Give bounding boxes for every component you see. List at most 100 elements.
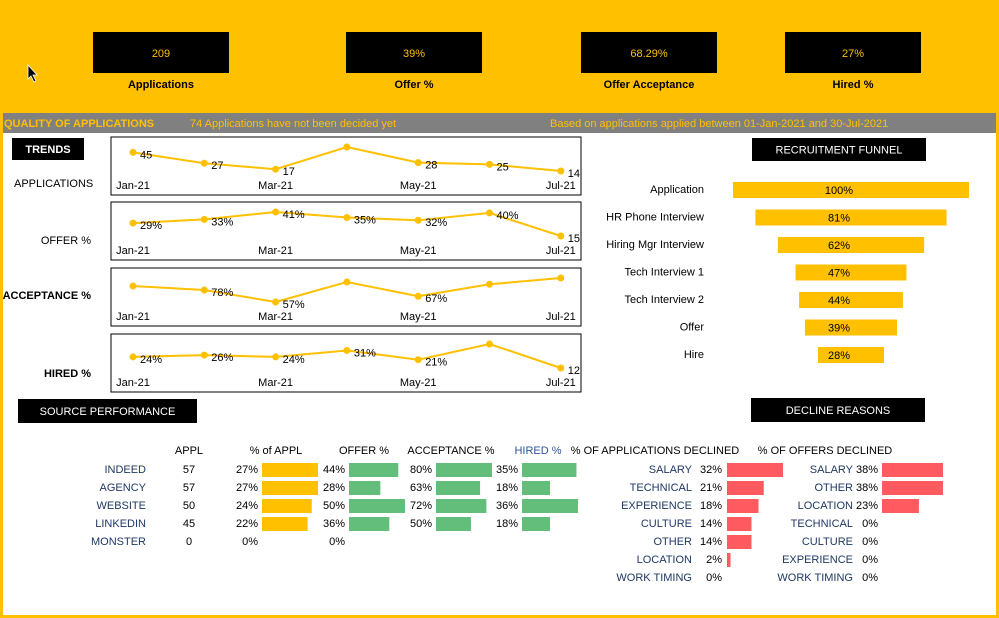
trend-point bbox=[129, 148, 137, 156]
data-label: 57% bbox=[283, 299, 305, 311]
column-header: ACCEPTANCE % bbox=[407, 445, 494, 457]
data-label: 81% bbox=[828, 212, 850, 224]
data-label: 28 bbox=[425, 160, 437, 172]
trend-point bbox=[272, 298, 280, 306]
data-label: 17 bbox=[283, 166, 295, 178]
trends-title: TRENDS bbox=[25, 144, 70, 156]
data-label: 33% bbox=[211, 216, 233, 228]
source-bar bbox=[349, 481, 381, 495]
decline-bar bbox=[882, 481, 943, 495]
data-label: 32% bbox=[425, 217, 447, 229]
data-label: 12% bbox=[568, 365, 590, 377]
column-header: OFFER % bbox=[339, 445, 389, 457]
data-label: 24% bbox=[283, 354, 305, 366]
data-label: 0% bbox=[706, 572, 722, 584]
trend-point bbox=[414, 292, 422, 300]
trend-point bbox=[343, 143, 351, 151]
data-label: 44% bbox=[828, 295, 850, 307]
kpi-label: Offer Acceptance bbox=[604, 79, 695, 91]
kpi-value: 209 bbox=[152, 48, 170, 60]
trend-point bbox=[272, 165, 280, 173]
kpi-label: Applications bbox=[128, 79, 194, 91]
source-bar bbox=[436, 481, 481, 495]
data-label: 15% bbox=[568, 233, 590, 245]
source-bar bbox=[262, 499, 312, 513]
data-label: 0% bbox=[862, 536, 878, 548]
trend-point bbox=[200, 215, 208, 223]
source-bar bbox=[262, 517, 308, 531]
funnel-bar bbox=[795, 264, 907, 281]
source-bar bbox=[436, 463, 492, 477]
data-label: 14 bbox=[568, 168, 580, 180]
x-tick-label: May-21 bbox=[400, 377, 437, 389]
category-label: SALARY bbox=[810, 464, 854, 476]
data-label: 32% bbox=[700, 464, 722, 476]
data-label: 47% bbox=[828, 267, 850, 279]
cell-value: 50 bbox=[183, 500, 195, 512]
source-bar bbox=[262, 481, 318, 495]
category-label: EXPERIENCE bbox=[782, 554, 853, 566]
banner-middle: 74 Applications have not been decided ye… bbox=[190, 118, 396, 130]
cell-value: 27% bbox=[236, 464, 258, 476]
source-bar bbox=[349, 463, 399, 477]
trend-point bbox=[414, 159, 422, 167]
data-label: 21% bbox=[425, 357, 447, 369]
source-name: AGENCY bbox=[100, 482, 147, 494]
category-label: LOCATION bbox=[637, 554, 692, 566]
source-title-box bbox=[18, 399, 197, 423]
x-tick-label: Mar-21 bbox=[258, 245, 293, 257]
source-name: MONSTER bbox=[91, 536, 146, 548]
funnel-label: Tech Interview 1 bbox=[625, 266, 704, 278]
trend-point bbox=[129, 282, 137, 290]
kpi-box bbox=[93, 32, 229, 73]
x-tick-label: Mar-21 bbox=[258, 311, 293, 323]
source-bar bbox=[436, 517, 471, 531]
funnel-label: Application bbox=[650, 184, 704, 196]
data-label: 45 bbox=[140, 149, 152, 161]
cell-value: 50% bbox=[410, 518, 432, 530]
cell-value: 72% bbox=[410, 500, 432, 512]
data-label: 26% bbox=[211, 352, 233, 364]
kpi-value: 39% bbox=[403, 48, 425, 60]
cell-value: 36% bbox=[496, 500, 518, 512]
trend-point bbox=[129, 219, 137, 227]
bar-chart-title: % OF OFFERS DECLINED bbox=[758, 445, 893, 457]
trend-point bbox=[200, 351, 208, 359]
cell-value: 0% bbox=[242, 536, 258, 548]
x-tick-label: Jan-21 bbox=[116, 245, 150, 257]
data-label: 35% bbox=[354, 214, 376, 226]
category-label: CULTURE bbox=[641, 518, 692, 530]
kpi-box bbox=[581, 32, 717, 73]
column-header: HIRED % bbox=[514, 445, 561, 457]
sparkline-title: HIRED % bbox=[44, 368, 91, 380]
decline-bar bbox=[727, 499, 759, 513]
source-name: LINKEDIN bbox=[95, 518, 146, 530]
funnel-title: RECRUITMENT FUNNEL bbox=[776, 144, 903, 156]
cell-value: 18% bbox=[496, 518, 518, 530]
data-label: 29% bbox=[140, 220, 162, 232]
banner bbox=[0, 113, 999, 133]
data-label: 25 bbox=[497, 161, 509, 173]
sparkline-frame bbox=[110, 136, 582, 196]
x-tick-label: Jan-21 bbox=[116, 311, 150, 323]
cell-value: 28% bbox=[323, 482, 345, 494]
sparkline: 45 27 17 28 25 14 bbox=[129, 143, 580, 180]
kpi-label: Offer % bbox=[394, 79, 433, 91]
data-label: 18% bbox=[700, 500, 722, 512]
source-name: INDEED bbox=[104, 464, 146, 476]
trend-point bbox=[486, 160, 493, 168]
category-label: LOCATION bbox=[798, 500, 853, 512]
cell-value: 0 bbox=[186, 536, 192, 548]
trend-point bbox=[343, 214, 351, 222]
decline-bar bbox=[727, 463, 783, 477]
data-label: 0% bbox=[862, 572, 878, 584]
cursor bbox=[27, 63, 38, 83]
decline-title-box bbox=[751, 398, 925, 422]
decline-bar bbox=[727, 481, 764, 495]
sparkline-frame bbox=[110, 333, 582, 393]
kpi-value: 27% bbox=[842, 48, 864, 60]
decline-title: DECLINE REASONS bbox=[786, 405, 891, 417]
data-label: 21% bbox=[700, 482, 722, 494]
cell-value: 27% bbox=[236, 482, 258, 494]
